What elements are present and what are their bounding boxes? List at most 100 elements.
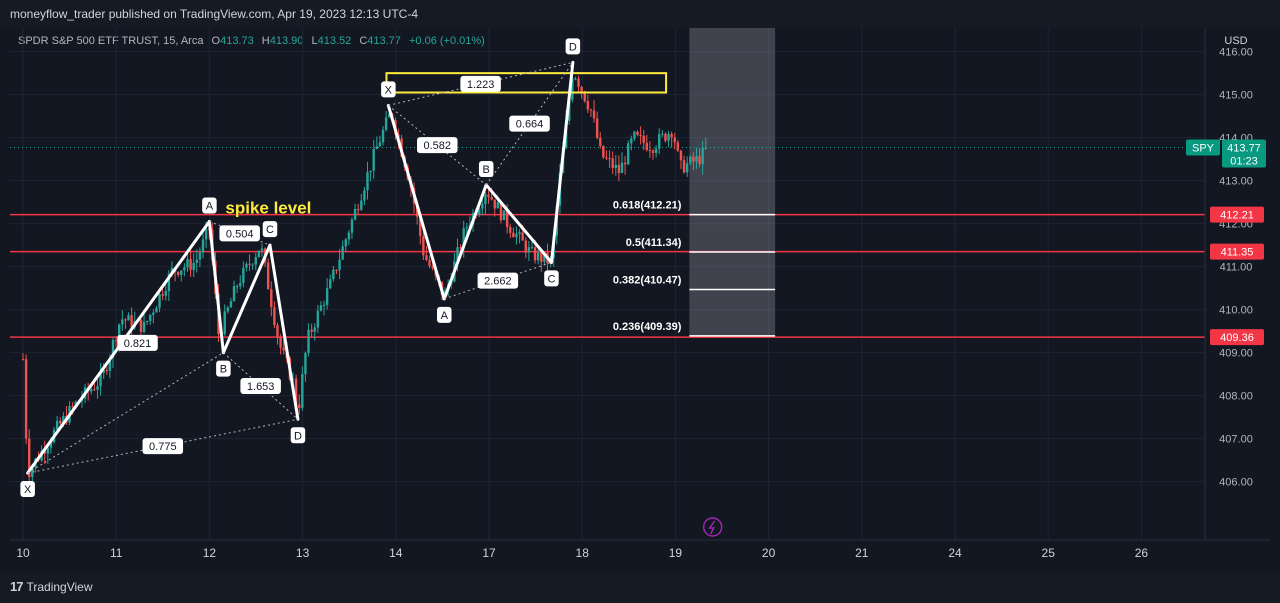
tradingview-mark-icon: 17: [10, 579, 24, 594]
candle-body: [294, 378, 298, 405]
pattern-ratio-label: 1.653: [247, 381, 275, 393]
pattern-point-label: A: [206, 201, 214, 213]
low-label: L: [311, 35, 318, 47]
pattern-point-label: X: [24, 484, 32, 496]
pattern-point-label: C: [266, 224, 274, 236]
open-label: O: [211, 35, 221, 47]
pattern-leg: [442, 183, 488, 301]
candle-body: [384, 117, 388, 130]
event-lightning-icon: [702, 517, 723, 537]
candle-body: [685, 163, 689, 173]
open-value: 413.73: [220, 35, 254, 47]
candle-body: [266, 262, 270, 290]
candle-body: [111, 340, 115, 358]
candle-body: [499, 202, 503, 221]
price-level-tag-bg: [1210, 206, 1264, 223]
x-tick-label: 20: [762, 546, 776, 560]
candle-body: [465, 227, 469, 229]
candle-body: [242, 267, 245, 284]
candle-body: [114, 340, 118, 342]
candle-body: [322, 304, 326, 306]
x-tick-label: 18: [576, 546, 590, 560]
candle-body: [577, 78, 580, 87]
spike-highlight-box: [385, 72, 668, 94]
pattern-ratio-line: [209, 221, 271, 246]
candle-body: [484, 194, 487, 205]
candle-body: [341, 246, 344, 260]
candle-body: [139, 319, 143, 332]
candle-body: [149, 314, 152, 321]
candle-body: [654, 148, 658, 153]
pattern-leg: [221, 243, 272, 355]
candle-body: [118, 324, 121, 342]
candle-body: [676, 142, 680, 151]
candle-body: [226, 307, 230, 312]
fib-level-label: 0.5(411.34): [626, 237, 682, 249]
candle-body: [102, 369, 105, 373]
candle-body: [661, 133, 664, 135]
candle-body: [229, 301, 233, 308]
price-axis-bg: [1205, 28, 1270, 573]
candle-body: [670, 133, 673, 138]
candle-body: [338, 259, 341, 271]
close-value: 413.77: [367, 35, 401, 47]
pattern-ratio-line: [27, 352, 224, 474]
low-value: 413.52: [317, 35, 352, 47]
candle-body: [698, 156, 701, 165]
last-price-tag-bg: [1222, 139, 1266, 168]
candle-body: [167, 273, 171, 292]
candle-body: [282, 347, 285, 351]
pattern-point-label-box: [544, 270, 559, 287]
candle-body: [422, 235, 425, 256]
candle-body: [574, 78, 577, 80]
candle-body: [589, 109, 593, 111]
candle-body: [164, 291, 167, 296]
pattern-ratio-line: [27, 418, 299, 474]
currency-label: USD: [1224, 35, 1247, 47]
x-tick-label: 12: [203, 546, 217, 560]
candle-body: [667, 133, 670, 141]
candle-body: [257, 250, 261, 258]
candle-body: [28, 438, 31, 478]
countdown-label: 01:23: [1230, 156, 1258, 168]
x-tick-label: 10: [16, 546, 30, 560]
candle-body: [347, 232, 351, 240]
candle-body: [692, 156, 695, 162]
candle-body: [366, 172, 369, 191]
pattern-point-label: D: [569, 41, 577, 53]
time-axis-bg: [10, 540, 1270, 573]
candle-body: [658, 134, 661, 149]
candle-body: [145, 320, 149, 322]
candle-body: [31, 467, 34, 478]
candle-body: [636, 131, 639, 136]
candle-body: [127, 315, 130, 321]
candle-body: [232, 286, 236, 302]
candle-body: [378, 142, 382, 147]
pattern-leg: [549, 60, 575, 264]
candle-body: [502, 210, 506, 221]
price-chart[interactable]: 0.618(412.21) 0.5(411.34) 0.382(410.47) 0.2…: [10, 28, 1270, 573]
candle-body: [254, 257, 257, 265]
chart-area[interactable]: 0.618(412.21) 0.5(411.34) 0.382(410.47) 0.2…: [10, 28, 1270, 573]
candle-body: [248, 263, 251, 265]
candle-body: [571, 78, 574, 100]
publish-header: moneyflow_trader published on TradingVie…: [0, 0, 1280, 28]
candle-body: [515, 234, 518, 238]
candle-body: [93, 389, 96, 391]
candle-body: [204, 228, 208, 240]
pattern-ratio-label-box: [117, 334, 158, 351]
x-tick-label: 11: [110, 546, 123, 560]
fib-projection-zone: [689, 28, 776, 336]
candle-body: [310, 329, 313, 332]
candle-body: [490, 196, 493, 200]
pattern-point-label-box: [216, 360, 231, 377]
candle-body: [298, 404, 301, 408]
candle-body: [639, 135, 642, 137]
candle-body: [614, 164, 617, 168]
candle-body: [509, 226, 512, 233]
tradingview-logo[interactable]: 17 TradingView: [10, 579, 93, 594]
candle-body: [372, 149, 375, 171]
pattern-point-label-box: [437, 306, 452, 323]
spike-level-annotation: spike level: [225, 199, 311, 218]
pattern-point-label: B: [220, 364, 227, 376]
